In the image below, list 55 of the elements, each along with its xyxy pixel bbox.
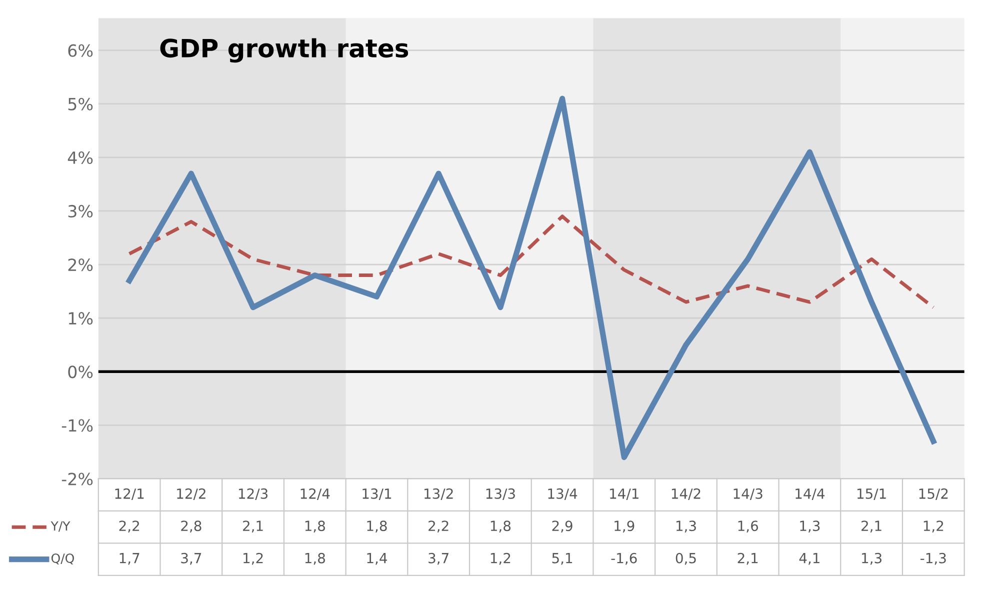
y-tick-label: 5% [68,98,93,110]
data-label: 1,6 [738,520,758,533]
data-label: 1,3 [862,552,882,565]
x-tick-label: 13/4 [548,488,578,500]
x-tick-label: 15/1 [857,488,886,500]
data-label: 1,3 [800,520,820,533]
data-label: 1,8 [305,520,325,533]
data-label: 1,2 [490,552,510,565]
x-tick-label: 14/2 [672,488,700,500]
data-label: 1,9 [614,520,634,533]
data-label: 2,9 [552,520,572,533]
data-label: 3,7 [428,552,448,565]
x-tick-label: 12/3 [238,488,268,500]
data-label: 1,3 [676,520,696,533]
data-label: 1,8 [490,520,511,533]
y-tick-label: -2% [62,472,93,486]
x-tick-label: 14/1 [610,488,638,500]
data-label: -1,6 [611,552,637,565]
x-tick-label: 14/4 [796,488,825,500]
data-label: 2,1 [243,520,263,533]
text: GDP growth rates [160,38,408,63]
x-tick-label: 15/2 [919,488,948,500]
data-label: 1,2 [924,520,944,533]
x-tick-label: 12/4 [300,488,330,500]
y-tick-label: 0% [68,366,93,378]
y-tick-label: 4% [68,151,93,164]
data-label: 1,8 [367,520,387,533]
data-label: 2,1 [738,552,758,565]
legend-label: Y/Y [50,521,70,532]
data-label: 5,1 [552,553,572,565]
data-label: 2,2 [119,520,139,533]
data-label: 1,7 [120,553,140,565]
y-tick-label: 1% [68,312,93,325]
data-label: 4,1 [799,553,820,565]
x-tick-label: 12/1 [115,488,144,500]
data-label: -1,3 [920,552,946,565]
x-tick-label: 13/3 [486,488,515,500]
data-label: 2,1 [862,520,882,533]
x-tick-label: 14/3 [734,488,762,500]
data-label: 1,4 [367,553,387,565]
y-tick-label: -1% [62,419,93,432]
data-label: 1,8 [305,552,325,565]
data-label: 3,7 [181,552,202,565]
data-label: 2,2 [428,520,448,533]
data-label: 0,5 [676,552,696,565]
x-tick-label: 13/2 [424,488,453,500]
data-label: 1,2 [244,552,263,565]
line-series [128,214,936,310]
data-label: 2,8 [181,520,202,533]
y-tick-label: 2% [68,258,93,272]
x-tick-label: 13/1 [362,488,392,500]
y-tick-label: 6% [68,44,93,57]
x-tick-label: 12/2 [177,488,206,500]
y-tick-label: 3% [68,204,93,218]
legend-label: Q/Q [51,554,74,564]
